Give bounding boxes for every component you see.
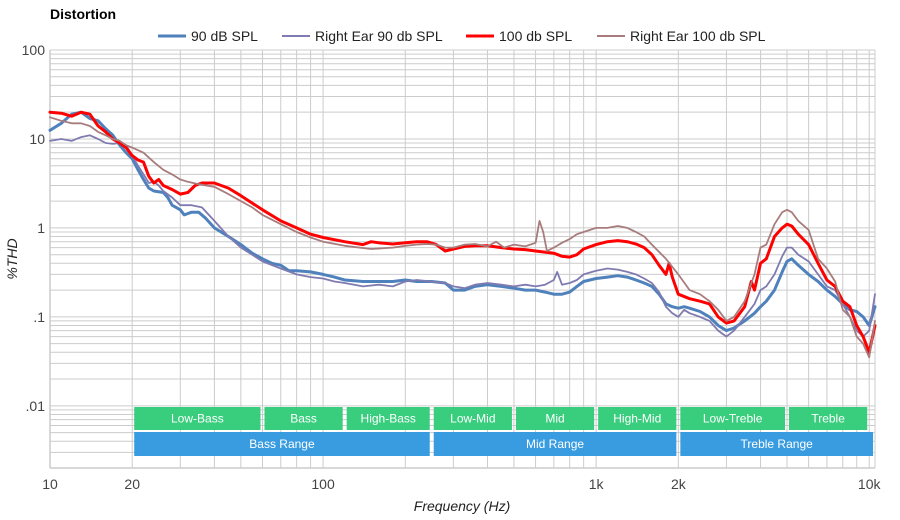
band-treble	[789, 407, 868, 430]
legend-label: Right Ear 90 db SPL	[315, 28, 443, 44]
legend-item: Right Ear 100 db SPL	[597, 28, 766, 44]
x-axis-ticks: 10 20 100 1k 2k 10k	[42, 476, 881, 492]
band-low-treble	[680, 407, 786, 430]
legend: 90 dB SPL Right Ear 90 db SPL 100 db SPL Ri…	[158, 28, 766, 44]
band-low-bass	[134, 407, 261, 430]
legend-item: 90 dB SPL	[158, 28, 258, 44]
series-line-100-db-spl	[48, 110, 877, 354]
x-tick-label: 1k	[589, 476, 605, 492]
x-tick-label: 100	[311, 476, 335, 492]
series-line-90-db-spl	[48, 110, 877, 333]
y-tick-label: .1	[33, 309, 45, 325]
legend-item: Right Ear 90 db SPL	[282, 28, 443, 44]
y-tick-label: 10	[29, 131, 45, 147]
legend-label: 100 db SPL	[499, 28, 572, 44]
band-bass-range-label: Bass Range	[249, 437, 315, 451]
x-tick-label: 20	[124, 476, 140, 492]
band-mid-label: Mid	[545, 412, 564, 426]
series-line-right-ear-100-db-spl	[49, 116, 876, 359]
band-treble-range	[680, 432, 873, 456]
band-high-mid-label: High-Mid	[613, 412, 661, 426]
y-tick-label: .01	[26, 398, 46, 414]
series-line-right-ear-90-db-spl	[49, 134, 876, 338]
band-high-mid	[598, 407, 677, 430]
band-bass	[264, 407, 343, 430]
y-tick-label: 100	[22, 42, 46, 58]
band-low-treble-label: Low-Treble	[703, 412, 763, 426]
band-mid-range	[433, 432, 677, 456]
series-lines	[48, 110, 877, 359]
y-axis-label: %THD	[4, 238, 20, 279]
y-axis-ticks: 100 10 1 .1 .01	[22, 42, 46, 414]
band-low-mid-label: Low-Mid	[450, 412, 495, 426]
x-tick-label: 2k	[671, 476, 687, 492]
legend-label: Right Ear 100 db SPL	[630, 28, 766, 44]
x-tick-label: 10k	[858, 476, 882, 492]
x-axis-label: Frequency (Hz)	[414, 498, 510, 514]
legend-item: 100 db SPL	[466, 28, 572, 44]
band-mid	[515, 407, 595, 430]
band-treble-range-label: Treble Range	[741, 437, 814, 451]
band-bass-range	[134, 432, 430, 456]
band-low-bass-label: Low-Bass	[171, 412, 224, 426]
band-bass-label: Bass	[290, 412, 317, 426]
band-treble-label: Treble	[811, 412, 845, 426]
band-high-bass-label: High-Bass	[361, 412, 416, 426]
band-high-bass	[346, 407, 430, 430]
x-tick-label: 10	[42, 476, 58, 492]
frequency-bands: Low-Bass Bass High-Bass Low-Mid Mid High-Mid L…	[134, 407, 873, 456]
legend-label: 90 dB SPL	[191, 28, 258, 44]
chart-title: Distortion	[50, 6, 116, 22]
band-mid-range-label: Mid Range	[526, 437, 584, 451]
y-tick-label: 1	[37, 220, 45, 236]
grid	[49, 49, 876, 469]
band-low-mid	[433, 407, 512, 430]
